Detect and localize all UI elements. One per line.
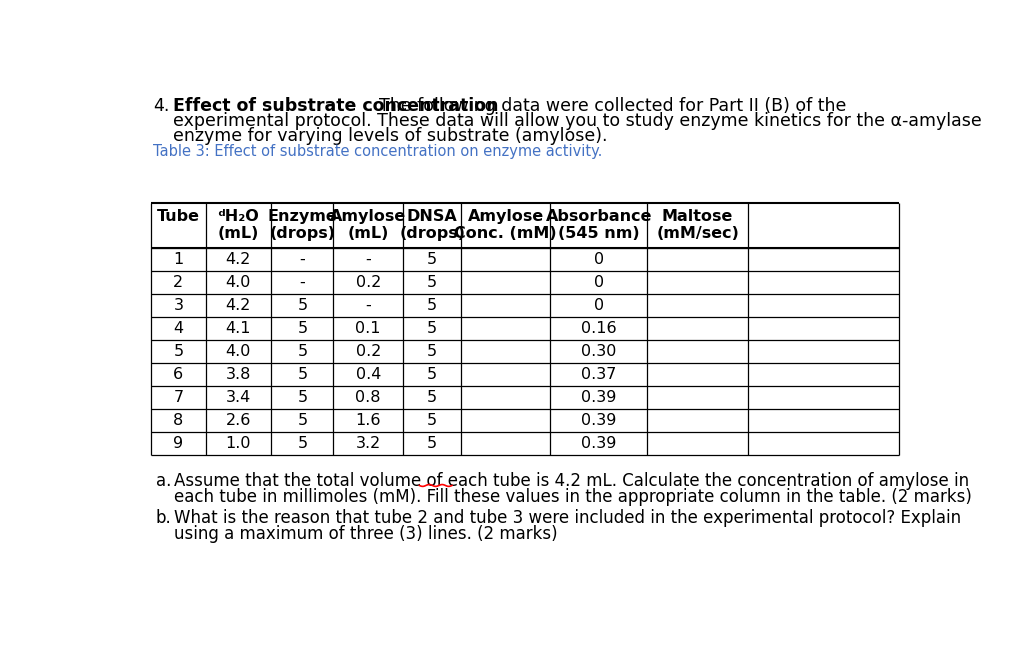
- Text: Enzyme: Enzyme: [267, 208, 337, 224]
- Text: 1.0: 1.0: [225, 436, 251, 452]
- Text: 0.8: 0.8: [355, 390, 381, 405]
- Text: 2.6: 2.6: [225, 413, 251, 428]
- Text: (mL): (mL): [347, 226, 389, 241]
- Text: 5: 5: [427, 344, 437, 359]
- Text: 5: 5: [427, 390, 437, 405]
- Text: -: -: [366, 252, 371, 266]
- Text: 5: 5: [427, 297, 437, 313]
- Text: 4.0: 4.0: [225, 275, 251, 290]
- Text: 0.2: 0.2: [355, 344, 381, 359]
- Text: Amylose: Amylose: [468, 208, 544, 224]
- Text: 0: 0: [594, 297, 604, 313]
- Text: -: -: [299, 252, 305, 266]
- Text: Amylose: Amylose: [330, 208, 407, 224]
- Text: 0.30: 0.30: [582, 344, 616, 359]
- Text: 5: 5: [427, 413, 437, 428]
- Text: (mM/sec): (mM/sec): [656, 226, 739, 241]
- Text: 5: 5: [427, 252, 437, 266]
- Text: 4.: 4.: [153, 97, 169, 115]
- Text: 4.2: 4.2: [225, 297, 251, 313]
- Text: DNSA: DNSA: [407, 208, 458, 224]
- Text: 7: 7: [173, 390, 183, 405]
- Text: 0.39: 0.39: [582, 413, 616, 428]
- Text: (mL): (mL): [218, 226, 259, 241]
- Text: enzyme for varying levels of substrate (amylose).: enzyme for varying levels of substrate (…: [173, 127, 607, 145]
- Text: 3.4: 3.4: [226, 390, 251, 405]
- Text: 9: 9: [173, 436, 183, 452]
- Text: 5: 5: [173, 344, 183, 359]
- Text: 0.39: 0.39: [582, 390, 616, 405]
- Text: 0.39: 0.39: [582, 436, 616, 452]
- Text: 5: 5: [297, 321, 307, 336]
- Text: 5: 5: [427, 436, 437, 452]
- Text: 5: 5: [297, 344, 307, 359]
- Text: 4.2: 4.2: [225, 252, 251, 266]
- Text: 1.6: 1.6: [355, 413, 381, 428]
- Text: Maltose: Maltose: [662, 208, 733, 224]
- Text: 0.16: 0.16: [581, 321, 616, 336]
- Text: (545 nm): (545 nm): [558, 226, 640, 241]
- Text: 5: 5: [427, 275, 437, 290]
- Text: Table 3: Effect of substrate concentration on enzyme activity.: Table 3: Effect of substrate concentrati…: [153, 143, 602, 159]
- Text: 1: 1: [173, 252, 183, 266]
- Text: 2: 2: [173, 275, 183, 290]
- Text: 0: 0: [594, 252, 604, 266]
- Text: 5: 5: [427, 321, 437, 336]
- Text: 5: 5: [297, 297, 307, 313]
- Text: 0: 0: [594, 275, 604, 290]
- Text: 3.8: 3.8: [225, 367, 251, 382]
- Text: Absorbance: Absorbance: [546, 208, 652, 224]
- Text: 4.0: 4.0: [225, 344, 251, 359]
- Text: What is the reason that tube 2 and tube 3 were included in the experimental prot: What is the reason that tube 2 and tube …: [174, 509, 962, 527]
- Text: experimental protocol. These data will allow you to study enzyme kinetics for th: experimental protocol. These data will a…: [173, 112, 982, 130]
- Text: b.: b.: [156, 509, 172, 527]
- Text: -: -: [366, 297, 371, 313]
- Text: (drops): (drops): [269, 226, 336, 241]
- Text: (drops): (drops): [399, 226, 465, 241]
- Text: 0.37: 0.37: [582, 367, 616, 382]
- Text: Tube: Tube: [157, 208, 200, 224]
- Text: -: -: [299, 275, 305, 290]
- Text: 6: 6: [173, 367, 183, 382]
- Text: 8: 8: [173, 413, 183, 428]
- Text: 0.2: 0.2: [355, 275, 381, 290]
- Text: . The following data were collected for Part II (B) of the: . The following data were collected for …: [369, 97, 847, 115]
- Text: 5: 5: [297, 367, 307, 382]
- Text: 4: 4: [173, 321, 183, 336]
- Text: 3.2: 3.2: [355, 436, 381, 452]
- Text: 3: 3: [173, 297, 183, 313]
- Text: using a maximum of three (3) lines. (2 marks): using a maximum of three (3) lines. (2 m…: [174, 525, 558, 542]
- Text: 0.1: 0.1: [355, 321, 381, 336]
- Text: ᵈH₂O: ᵈH₂O: [217, 208, 259, 224]
- Text: 5: 5: [297, 390, 307, 405]
- Text: 5: 5: [427, 367, 437, 382]
- Text: 0.4: 0.4: [355, 367, 381, 382]
- Text: each tube in millimoles (mM). Fill these values in the appropriate column in the: each tube in millimoles (mM). Fill these…: [174, 488, 973, 506]
- Text: 5: 5: [297, 436, 307, 452]
- Text: Conc. (mM): Conc. (mM): [455, 226, 557, 241]
- Text: a.: a.: [156, 472, 171, 491]
- Text: 5: 5: [297, 413, 307, 428]
- Text: Effect of substrate concentration: Effect of substrate concentration: [173, 97, 499, 115]
- Text: Assume that the total volume of each tube is 4.2 mL. Calculate the concentration: Assume that the total volume of each tub…: [174, 472, 970, 491]
- Text: 4.1: 4.1: [225, 321, 251, 336]
